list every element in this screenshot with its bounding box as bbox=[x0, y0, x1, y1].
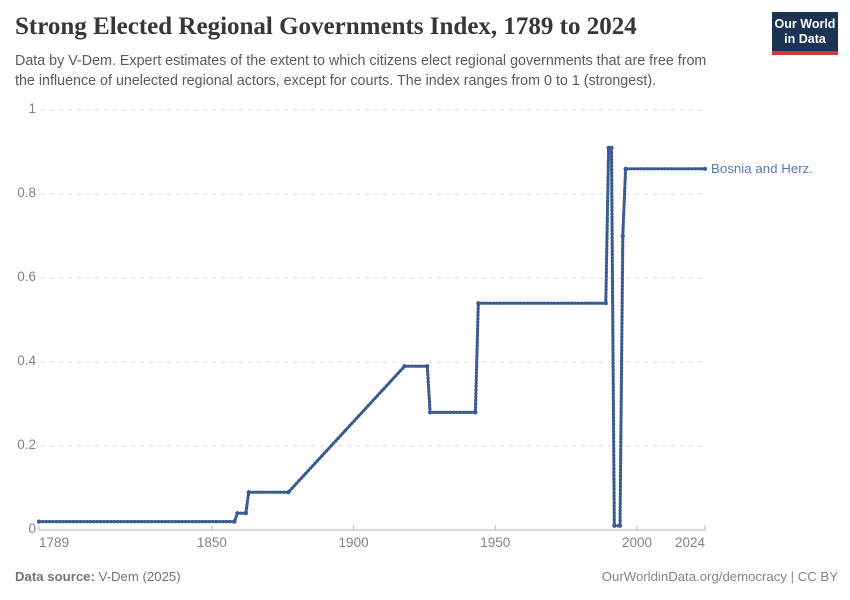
x-tick-label: 2000 bbox=[621, 535, 652, 550]
data-point bbox=[702, 166, 708, 171]
line-bosnia-and-herz[interactable] bbox=[39, 146, 705, 527]
data-point bbox=[286, 490, 291, 495]
data-point bbox=[603, 301, 608, 306]
data-point bbox=[243, 511, 248, 516]
credit-link[interactable]: OurWorldinData.org/democracy | CC BY bbox=[601, 569, 838, 584]
data-point bbox=[473, 410, 478, 415]
y-tick-label: 0.4 bbox=[17, 353, 36, 368]
owid-logo-stripe bbox=[772, 50, 838, 55]
y-tick-label: 0.6 bbox=[17, 269, 36, 284]
data-point bbox=[612, 523, 617, 528]
data-point bbox=[246, 490, 251, 495]
y-tick-label: 0.8 bbox=[17, 185, 36, 200]
owid-logo-box: Our World in Data bbox=[772, 12, 838, 51]
data-source-label: Data source: bbox=[15, 569, 95, 584]
data-source-note: Data source: V-Dem (2025) bbox=[15, 569, 181, 584]
y-tick-label: 0.2 bbox=[17, 437, 36, 452]
data-point bbox=[476, 301, 481, 306]
line-texture bbox=[37, 146, 707, 528]
data-point bbox=[428, 410, 433, 415]
data-point bbox=[425, 364, 430, 369]
series-label-bosnia[interactable]: Bosnia and Herz. bbox=[711, 160, 813, 176]
chart-subtitle-line: Data by V-Dem. Expert estimates of the e… bbox=[15, 53, 707, 69]
x-tick-label: 2024 bbox=[674, 535, 705, 550]
data-point bbox=[235, 511, 240, 516]
data-source-value: V-Dem (2025) bbox=[98, 569, 181, 584]
x-tick-label: 1900 bbox=[338, 535, 369, 550]
owid-logo-line1: Our World bbox=[774, 17, 836, 31]
data-point bbox=[606, 145, 611, 150]
chart-title: Strong Elected Regional Governments Inde… bbox=[15, 13, 637, 40]
owid-logo-line2: in Data bbox=[784, 31, 826, 46]
y-tick-label: 0 bbox=[28, 521, 36, 536]
y-tick-label: 1 bbox=[28, 101, 36, 116]
data-point bbox=[232, 519, 237, 524]
data-point bbox=[623, 166, 628, 171]
x-tick-label: 1850 bbox=[196, 535, 227, 550]
x-tick-label: 1950 bbox=[480, 535, 511, 550]
data-point bbox=[620, 233, 625, 239]
data-point bbox=[36, 519, 42, 524]
chart-subtitle-line: the influence of unelected regional acto… bbox=[15, 72, 657, 89]
data-point bbox=[609, 145, 614, 150]
data-point bbox=[402, 364, 407, 369]
x-tick-label: 1789 bbox=[39, 535, 70, 550]
chart-subtitle: Data by V-Dem. Expert estimates of the e… bbox=[15, 52, 760, 91]
owid-logo: Our World in Data bbox=[772, 12, 838, 55]
data-point bbox=[617, 523, 623, 528]
